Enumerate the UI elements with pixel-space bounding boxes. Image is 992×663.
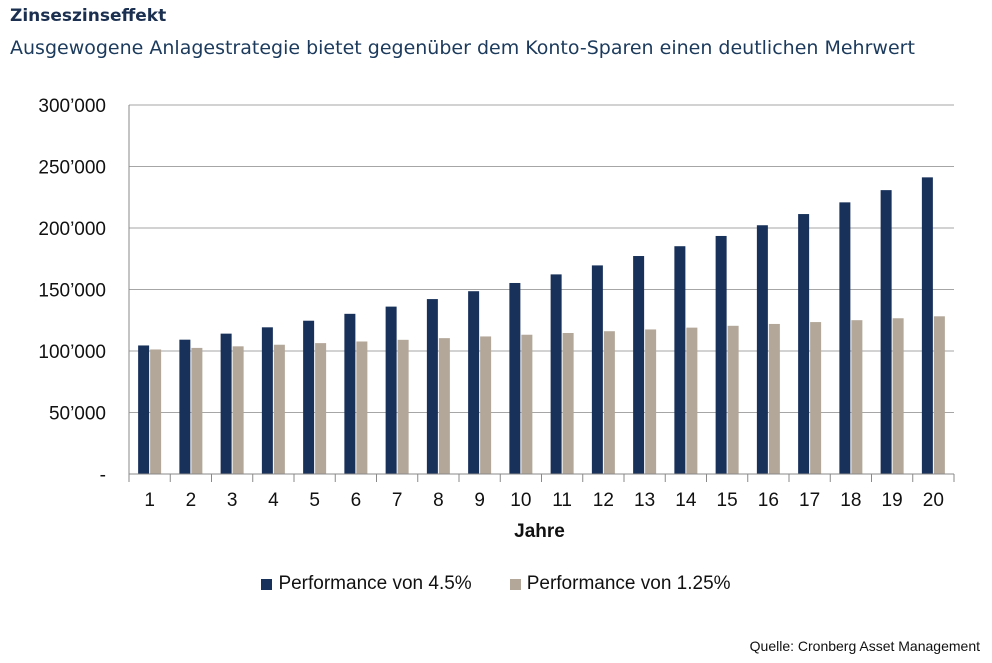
x-tick-label: 16 xyxy=(758,490,779,511)
x-tick-label: 3 xyxy=(227,490,238,511)
x-tick-label: 10 xyxy=(510,490,531,511)
bar xyxy=(509,282,521,474)
bar xyxy=(191,347,203,474)
x-tick-label: 9 xyxy=(474,490,485,511)
x-tick-label: 14 xyxy=(675,490,697,511)
x-tick-label: 7 xyxy=(392,490,403,511)
x-tick-label: 5 xyxy=(309,490,320,511)
bar xyxy=(261,327,273,474)
bar xyxy=(273,344,285,474)
bar xyxy=(232,346,244,474)
bar xyxy=(356,341,368,474)
bar xyxy=(921,177,933,474)
y-tick-label: 200’000 xyxy=(38,219,106,240)
bar xyxy=(303,320,315,474)
bar xyxy=(344,313,356,474)
y-tick-label: 300’000 xyxy=(38,96,106,117)
y-tick-label: - xyxy=(100,465,106,486)
bar xyxy=(756,225,768,474)
bar xyxy=(892,318,904,474)
bar xyxy=(521,334,533,474)
bar xyxy=(220,333,232,474)
x-axis-title: Jahre xyxy=(514,521,565,542)
bar xyxy=(715,235,727,474)
bar xyxy=(468,291,480,474)
bar xyxy=(674,246,686,474)
bar xyxy=(438,338,450,474)
source-note: Quelle: Cronberg Asset Management xyxy=(749,638,980,654)
legend-label-series-2: Performance von 1.25% xyxy=(526,573,731,594)
bar xyxy=(768,323,780,474)
chart-title: Zinseszinseffekt xyxy=(10,6,167,26)
bar xyxy=(880,190,892,474)
x-tick-label: 19 xyxy=(882,490,903,511)
x-tick-label: 2 xyxy=(186,490,197,511)
y-tick-label: 150’000 xyxy=(38,281,106,302)
bar xyxy=(686,327,698,474)
bar xyxy=(138,345,150,474)
bar xyxy=(645,329,657,474)
x-tick-label: 13 xyxy=(634,490,655,511)
legend-item-series-2: Performance von 1.25% xyxy=(509,573,731,595)
bar xyxy=(798,214,810,474)
x-tick-label: 15 xyxy=(717,490,738,511)
x-tick-label: 17 xyxy=(799,490,820,511)
y-tick-label: 100’000 xyxy=(38,342,106,363)
x-tick-label: 18 xyxy=(840,490,861,511)
bar xyxy=(426,299,438,474)
bar xyxy=(315,343,327,474)
x-tick-label: 20 xyxy=(923,490,944,511)
legend-label-series-1: Performance von 4.5% xyxy=(278,573,472,594)
bar xyxy=(480,336,492,474)
bar xyxy=(633,256,645,474)
bar xyxy=(851,320,863,474)
y-tick-label: 50’000 xyxy=(49,404,106,425)
bar xyxy=(933,316,945,474)
x-tick-label: 1 xyxy=(144,490,155,511)
chart-subtitle: Ausgewogene Anlagestrategie bietet gegen… xyxy=(10,37,915,59)
x-tick-label: 4 xyxy=(268,490,279,511)
x-tick-label: 6 xyxy=(351,490,362,511)
y-tick-label: 250’000 xyxy=(38,158,106,179)
bar xyxy=(603,331,615,474)
x-tick-label: 11 xyxy=(552,490,572,511)
bar xyxy=(727,325,739,474)
bar xyxy=(810,322,822,474)
legend-swatch-series-1 xyxy=(261,578,273,590)
x-tick-label: 8 xyxy=(433,490,444,511)
bar xyxy=(550,274,562,474)
bar xyxy=(397,339,409,474)
bar xyxy=(562,332,574,474)
bar xyxy=(179,339,191,474)
legend-swatch-series-2 xyxy=(509,578,521,590)
legend-item-series-1: Performance von 4.5% xyxy=(261,573,472,595)
bar xyxy=(591,265,603,474)
bar xyxy=(150,349,162,474)
chart-legend: Performance von 4.5% Performance von 1.2… xyxy=(0,573,992,595)
bar xyxy=(385,306,397,474)
bar xyxy=(839,202,851,474)
x-tick-label: 12 xyxy=(593,490,614,511)
